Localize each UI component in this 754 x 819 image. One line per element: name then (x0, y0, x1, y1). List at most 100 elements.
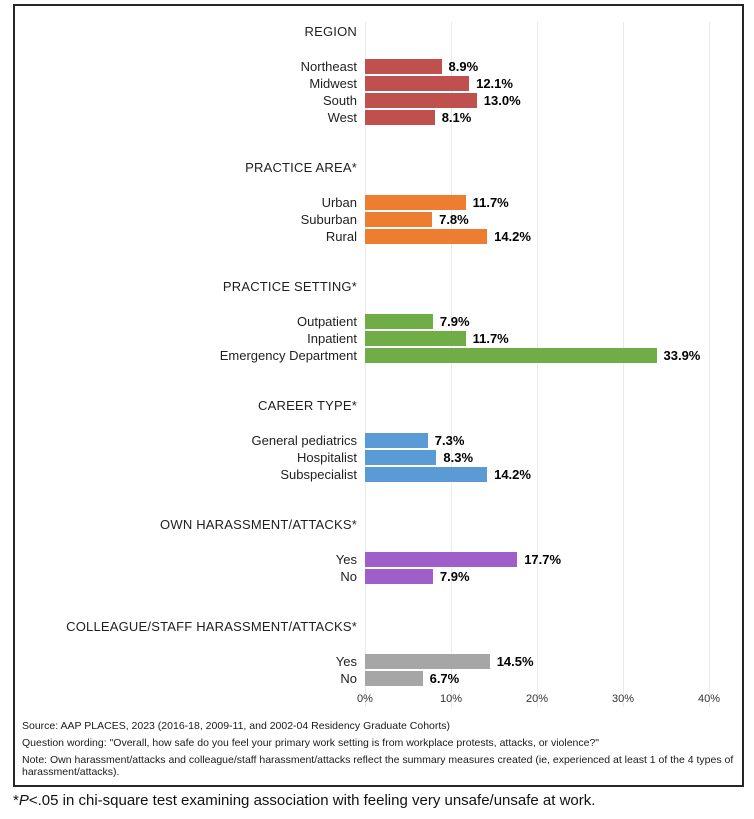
group-header: OWN HARASSMENT/ATTACKS* (160, 516, 357, 532)
bar-track: 7.9% (365, 314, 742, 329)
group-header: COLLEAGUE/STAFF HARASSMENT/ATTACKS* (66, 618, 357, 634)
bar-track: 14.2% (365, 229, 742, 244)
group-header-row: PRACTICE AREA* (15, 158, 742, 176)
category-label: West (327, 110, 357, 125)
bar-group: OWN HARASSMENT/ATTACKS* Yes 17.7% No 7.9% (15, 515, 742, 585)
bar-value-label: 8.3% (443, 450, 474, 465)
bar-row: Inpatient 11.7% (15, 330, 742, 347)
question-wording-note: Question wording: "Overall, how safe do … (22, 736, 600, 749)
bar (365, 331, 466, 346)
bar-group: REGION Northeast 8.9% Midwest 12.1% South 13.0… (15, 22, 742, 126)
category-label: Subspecialist (280, 467, 357, 482)
bar-track: 8.3% (365, 450, 742, 465)
bar-value-label: 7.9% (439, 569, 470, 584)
bar-value-label: 8.1% (441, 110, 472, 125)
bar-row: General pediatrics 7.3% (15, 432, 742, 449)
bar-row: Rural 14.2% (15, 228, 742, 245)
footnotes: Source: AAP PLACES, 2023 (2016-18, 2009-… (22, 720, 734, 778)
group-header-row: COLLEAGUE/STAFF HARASSMENT/ATTACKS* (15, 617, 742, 635)
category-label: Suburban (300, 212, 357, 227)
bar (365, 76, 470, 91)
bar-value-label: 7.3% (434, 433, 465, 448)
axis-tick-label: 10% (439, 693, 463, 705)
gridline (537, 22, 538, 707)
bar-track: 14.5% (365, 654, 742, 669)
bar-row: Suburban 7.8% (15, 211, 742, 228)
bar-value-label: 11.7% (472, 331, 509, 346)
bar-row: Hospitalist 8.3% (15, 449, 742, 466)
bar (365, 552, 518, 567)
group-header: PRACTICE AREA* (245, 159, 357, 175)
bar-value-label: 14.2% (494, 229, 531, 244)
bar (365, 93, 477, 108)
bar (365, 212, 433, 227)
group-header: CAREER TYPE* (258, 397, 357, 413)
bar (365, 110, 435, 125)
bar-group: PRACTICE AREA* Urban 11.7% Suburban 7.8% Rura… (15, 158, 742, 245)
bar-row: No 6.7% (15, 670, 742, 687)
bar-value-label: 11.7% (472, 195, 509, 210)
category-label: Emergency Department (219, 348, 357, 363)
group-header-row: REGION (15, 22, 742, 40)
measure-note: Note: Own harassment/attacks and colleag… (22, 753, 734, 778)
axis-tick-label: 30% (611, 693, 635, 705)
bar-value-label: 14.5% (496, 654, 534, 669)
bar (365, 450, 437, 465)
category-label: Outpatient (297, 314, 357, 329)
bar-track: 14.2% (365, 467, 742, 482)
category-label: General pediatrics (251, 433, 358, 448)
category-label: Midwest (309, 76, 357, 91)
bar (365, 433, 428, 448)
category-label: No (340, 569, 357, 584)
bar-value-label: 17.7% (524, 552, 562, 567)
group-header: PRACTICE SETTING* (222, 278, 357, 294)
bar-group: PRACTICE SETTING* Outpatient 7.9% Inpatient… (15, 277, 742, 364)
category-label: Urban (321, 195, 357, 210)
bar-group: CAREER TYPE* General pediatrics 7.3% Hospit… (15, 396, 742, 483)
bar-track: 6.7% (365, 671, 742, 686)
gridline (709, 22, 710, 707)
bar-row: Northeast 8.9% (15, 58, 742, 75)
gridline (451, 22, 452, 707)
significance-asterisk: * (13, 792, 19, 809)
gridline (365, 22, 366, 707)
bar-row: Outpatient 7.9% (15, 313, 742, 330)
bar (365, 467, 488, 482)
bar-row: West 8.1% (15, 109, 742, 126)
bar-track: 33.9% (365, 348, 742, 363)
bar (365, 654, 490, 669)
chart-frame: REGION Northeast 8.9% Midwest 12.1% South 13.0… (13, 4, 744, 787)
bar-value-label: 7.9% (439, 314, 470, 329)
bar-value-label: 33.9% (663, 348, 701, 363)
significance-note: *P<.05 in chi-square test examining asso… (13, 792, 595, 809)
bar-track: 7.9% (365, 569, 742, 584)
bar-row: Subspecialist 14.2% (15, 466, 742, 483)
bar-value-label: 8.9% (448, 59, 479, 74)
axis-tick-label: 20% (525, 693, 549, 705)
bar-chart: REGION Northeast 8.9% Midwest 12.1% South 13.0… (15, 22, 742, 707)
bar (365, 314, 433, 329)
significance-text: <.05 in chi-square test examining associ… (28, 792, 596, 809)
bar-groups: REGION Northeast 8.9% Midwest 12.1% South 13.0… (15, 22, 742, 687)
bar-track: 11.7% (365, 331, 742, 346)
category-label: South (323, 93, 357, 108)
bar-row: Yes 17.7% (15, 551, 742, 568)
gridline (623, 22, 624, 707)
category-label: Yes (335, 654, 357, 669)
category-label: Northeast (300, 59, 357, 74)
x-axis: 0% 10% 20% 30% 40% (357, 691, 720, 707)
axis-tick-label: 0% (357, 693, 373, 705)
bar-value-label: 14.2% (494, 467, 531, 482)
bar-track: 17.7% (365, 552, 742, 567)
bar (365, 59, 442, 74)
bar-track: 11.7% (365, 195, 742, 210)
bar-track: 12.1% (365, 76, 742, 91)
category-label: Inpatient (307, 331, 357, 346)
bar-value-label: 12.1% (476, 76, 513, 91)
category-label: No (340, 671, 357, 686)
category-label: Hospitalist (297, 450, 357, 465)
group-header-row: CAREER TYPE* (15, 396, 742, 414)
bar-track: 7.8% (365, 212, 742, 227)
bar-row: No 7.9% (15, 568, 742, 585)
